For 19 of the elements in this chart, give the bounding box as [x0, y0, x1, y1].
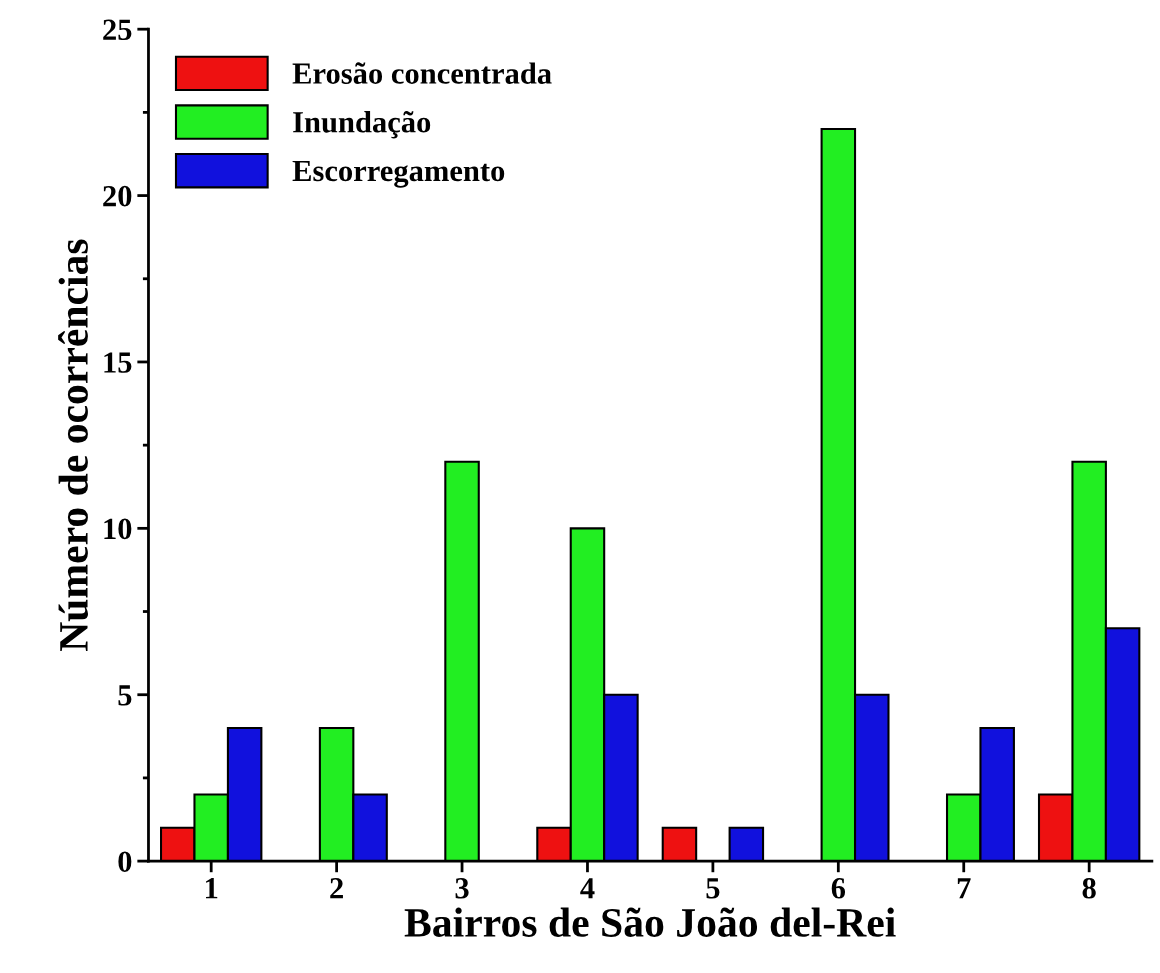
- legend-label: Inundação: [293, 110, 431, 139]
- x-tick-label: 4: [580, 878, 595, 899]
- x-tick-label: 3: [455, 878, 469, 899]
- x-tick-label: 5: [706, 878, 720, 899]
- x-tick-label: 7: [957, 878, 971, 899]
- x-tick-label: 8: [1082, 877, 1096, 899]
- y-tick-label: 0: [118, 851, 132, 873]
- y-tick-label: 15: [104, 352, 132, 373]
- y-tick-label: 5: [118, 685, 132, 706]
- x-axis-title: Bairros de São João del-Rei: [404, 907, 896, 937]
- x-tick-label: 1: [206, 878, 218, 899]
- x-tick-label: 2: [330, 878, 343, 899]
- y-tick-label: 10: [104, 518, 132, 540]
- legend-label: Erosão concentrada: [292, 62, 552, 84]
- legend-label: Escorregamento: [292, 160, 505, 188]
- y-tick-label: 20: [103, 185, 132, 207]
- y-tick-label: 25: [103, 19, 132, 41]
- y-axis-title: Número de ocorrências: [58, 239, 89, 652]
- x-tick-label: 6: [831, 878, 846, 899]
